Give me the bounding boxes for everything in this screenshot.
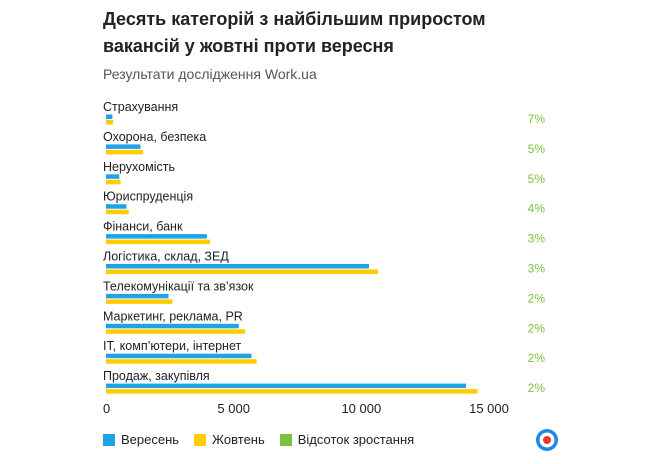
growth-label: 2% bbox=[528, 291, 546, 305]
growth-label: 2% bbox=[528, 351, 546, 365]
legend-label-october: Жовтень bbox=[212, 432, 265, 447]
bar-october bbox=[106, 299, 173, 304]
bar-september bbox=[106, 353, 252, 359]
bar-october bbox=[106, 329, 246, 334]
x-tick-label: 5 000 bbox=[217, 401, 250, 416]
legend-swatch-september bbox=[103, 433, 115, 446]
category-label: Фінанси, банк bbox=[103, 220, 183, 234]
category-label: IT, комп’ютери, інтернет bbox=[103, 339, 241, 353]
bar-september bbox=[106, 114, 113, 119]
category-label: Юриспруденція bbox=[103, 190, 193, 204]
growth-label: 5% bbox=[528, 172, 546, 186]
legend-label-september: Вересень bbox=[121, 432, 180, 447]
legend-swatch-growth bbox=[279, 433, 292, 446]
growth-label: 3% bbox=[528, 232, 546, 246]
category-label: Логістика, склад, ЗЕД bbox=[103, 250, 229, 264]
legend-item-october: Жовтень bbox=[194, 432, 265, 447]
bar-october bbox=[106, 149, 144, 155]
bar-september bbox=[106, 383, 467, 389]
bar-october bbox=[106, 239, 210, 245]
bar-october bbox=[106, 120, 114, 125]
growth-label: 2% bbox=[528, 321, 546, 335]
bar-september bbox=[106, 323, 239, 329]
legend: Вересень Жовтень Відсоток зростання bbox=[103, 432, 429, 447]
x-tick-label: 10 000 bbox=[341, 401, 381, 416]
bar-october bbox=[106, 359, 257, 364]
chart-subtitle: Результати дослідження Work.ua bbox=[103, 66, 317, 82]
legend-item-september: Вересень bbox=[103, 432, 179, 447]
legend-label-growth: Відсоток зростання bbox=[297, 432, 415, 447]
x-tick-label: 15 000 bbox=[469, 401, 509, 416]
workua-logo-icon bbox=[536, 429, 558, 451]
bar-september bbox=[106, 174, 120, 179]
bar-october bbox=[106, 389, 478, 394]
growth-label: 4% bbox=[528, 202, 546, 216]
chart-title: Десять категорій з найбільшим приростом … bbox=[103, 9, 486, 56]
growth-label: 3% bbox=[528, 262, 546, 276]
bar-october bbox=[106, 269, 378, 274]
category-label: Маркетинг, реклама, PR bbox=[103, 309, 243, 323]
bar-september bbox=[106, 204, 127, 209]
category-label: Страхування bbox=[103, 100, 178, 114]
category-label: Телекомунікації та зв’язок bbox=[103, 279, 254, 293]
x-tick-label: 0 bbox=[103, 401, 110, 416]
category-label: Продаж, закупівля bbox=[103, 369, 210, 383]
bar-september bbox=[106, 234, 207, 239]
bar-september bbox=[106, 264, 369, 269]
bar-october bbox=[106, 179, 121, 185]
legend-item-growth: Відсоток зростання bbox=[279, 432, 415, 447]
legend-swatch-october bbox=[194, 433, 207, 446]
bar-september bbox=[106, 293, 169, 299]
growth-label: 2% bbox=[528, 381, 546, 395]
growth-label: 5% bbox=[528, 142, 546, 156]
bar-october bbox=[106, 209, 129, 215]
category-label: Охорона, безпека bbox=[103, 130, 206, 144]
growth-label: 7% bbox=[528, 112, 546, 126]
category-label: Нерухомість bbox=[103, 160, 175, 174]
bar-september bbox=[106, 144, 141, 149]
